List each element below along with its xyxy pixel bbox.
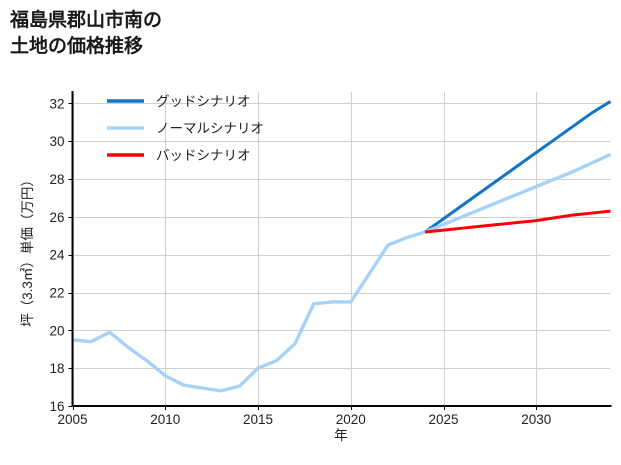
chart-title-line1: 福島県郡山市南の: [10, 10, 163, 31]
y-tick-label: 28: [49, 172, 64, 187]
chart-title-line2: 土地の価格推移: [10, 36, 144, 58]
x-tick-labels: 2005 2010 2015 2020 2025 2030: [57, 412, 551, 427]
y-tick-label: 32: [49, 96, 64, 111]
legend-label: バッドシナリオ: [156, 148, 251, 163]
axis-tickmarks: [68, 102, 538, 410]
legend-label: グッドシナリオ: [156, 94, 251, 109]
y-tick-label: 16: [49, 399, 64, 414]
x-tick-label: 2025: [429, 412, 459, 427]
y-gridlines: [72, 103, 611, 407]
y-tick-label: 18: [49, 361, 64, 376]
y-tick-label: 24: [49, 248, 65, 263]
y-tick-label: 22: [49, 286, 64, 301]
x-tick-label: 2005: [57, 412, 87, 427]
y-tick-label: 20: [49, 323, 64, 338]
y-tick-labels: 16 18 20 22 24 26 28 30 32: [49, 96, 65, 414]
x-tick-label: 2015: [243, 412, 273, 427]
series-line: [424, 100, 612, 234]
x-tick-label: 2010: [150, 412, 180, 427]
y-tick-label: 30: [49, 134, 64, 149]
data-series-group: [72, 100, 612, 393]
x-axis-title: 年: [334, 428, 348, 443]
x-tick-label: 2020: [336, 412, 366, 427]
series-line: [72, 152, 612, 393]
x-tick-label: 2030: [521, 412, 551, 427]
series-line: [424, 209, 611, 234]
axis-spines: [71, 91, 612, 408]
legend-label: ノーマルシナリオ: [156, 121, 264, 136]
chart-title: 福島県郡山市南の 土地の価格推移: [10, 8, 162, 60]
y-axis-title: 坪（3.3㎡）単価（万円）: [20, 173, 35, 327]
y-tick-label: 26: [49, 210, 64, 225]
